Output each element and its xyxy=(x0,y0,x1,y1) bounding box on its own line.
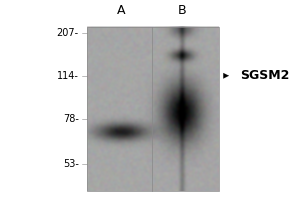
Text: 207-: 207- xyxy=(56,28,79,38)
Text: 114-: 114- xyxy=(57,71,79,81)
Text: 53-: 53- xyxy=(63,159,79,169)
Text: 78-: 78- xyxy=(63,114,79,124)
Text: A: A xyxy=(117,4,126,17)
Text: SGSM2: SGSM2 xyxy=(240,69,290,82)
Bar xyxy=(87,27,219,191)
Text: B: B xyxy=(177,4,186,17)
